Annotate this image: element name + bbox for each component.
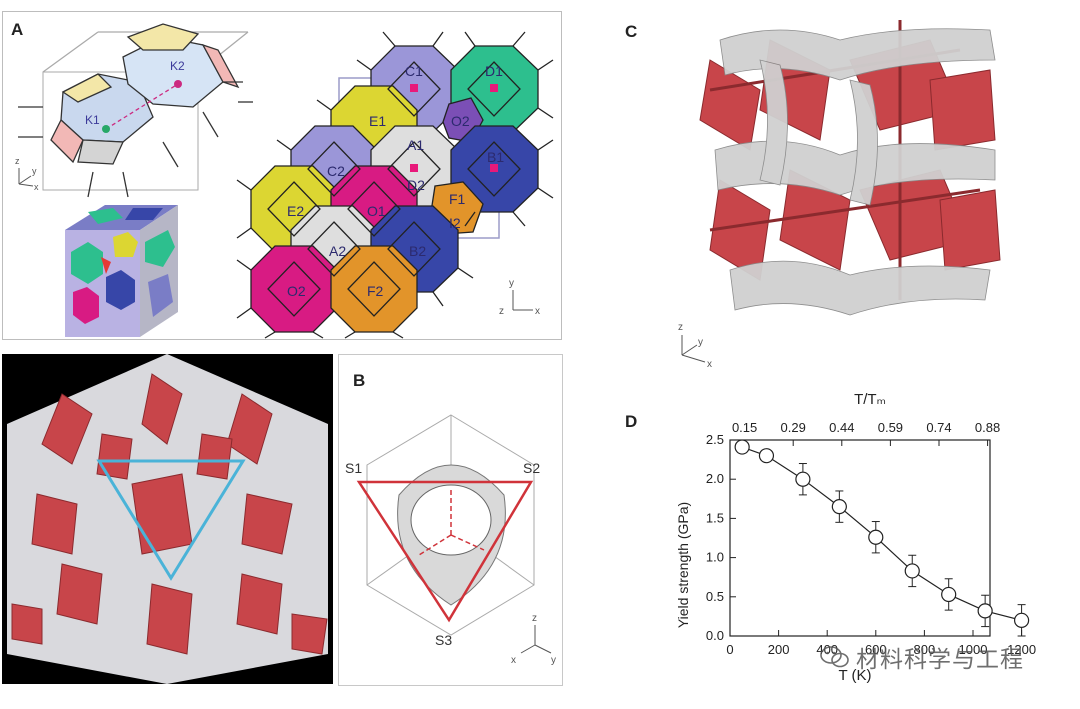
nanolattice-render: z y x (678, 20, 1001, 370)
grain-cube (65, 205, 178, 337)
grain-label: A2 (329, 243, 346, 259)
grain-label: E2 (287, 203, 304, 219)
grain-label: I2 (449, 215, 461, 231)
watermark-text: 材料科学与工程 (856, 647, 1024, 673)
y-tick-label: 2.0 (706, 471, 724, 486)
axis-x-b: x (511, 655, 516, 666)
panel-a: A K2 K1 (2, 11, 562, 340)
data-point (758, 448, 775, 464)
top-tick-label: 0.74 (926, 420, 951, 435)
grain-label: E1 (369, 113, 386, 129)
x-tick-label: 800 (914, 642, 936, 657)
truncated-octahedron-pair (18, 23, 253, 198)
grain-label: O1 (367, 203, 386, 219)
y-tick-label: 1.5 (706, 510, 724, 525)
y-tick-label: 1.0 (706, 550, 724, 565)
panel-d: D T/Tₘ Yield strength (GPa) T (K) 0.0 0.5… (600, 380, 1080, 704)
panel-a-label: A (11, 20, 24, 39)
data-point (868, 529, 884, 545)
axis-z-small: z (15, 156, 20, 166)
vertex-s2: S2 (523, 460, 540, 476)
top-tick-label: 0.59 (878, 420, 903, 435)
plot-frame (729, 439, 991, 637)
red-triangle (356, 480, 534, 623)
data-point (734, 439, 750, 455)
label-k2: K2 (170, 59, 185, 73)
axis-x-large: x (535, 306, 540, 317)
panel-c-label: C (625, 22, 638, 41)
triangle-schematic: S1 S2 S3 z y x (345, 414, 556, 666)
top-tick-label: 0.44 (829, 420, 854, 435)
x-tick-label: 600 (865, 642, 887, 657)
vertex-s3: S3 (435, 632, 452, 648)
axes-triad-small (18, 168, 34, 187)
panel-c: C z y x (600, 0, 1080, 380)
data-point (904, 563, 920, 579)
blue-triangle (96, 459, 246, 581)
data-point (977, 603, 993, 619)
grain-label: O2 (287, 283, 306, 299)
watermark: 材料科学与工程 (820, 640, 1024, 674)
x-tick-label: 200 (768, 642, 790, 657)
wechat-icon (820, 646, 849, 668)
axes-triad-large (512, 290, 533, 311)
grain-label: B2 (409, 243, 426, 259)
label-k1: K1 (85, 113, 100, 127)
x-axis-label: T (K) (838, 667, 871, 684)
grain-label: C2 (327, 163, 345, 179)
top-axis-label: T/Tₘ (854, 391, 886, 408)
data-point (941, 586, 957, 603)
panel-b-label: B (353, 371, 366, 390)
grain-label: F1 (449, 191, 466, 207)
y-tick-label: 0.5 (706, 589, 724, 604)
y-tick-label: 0.0 (706, 628, 724, 643)
axis-z-b: z (532, 613, 537, 624)
grain-label: O2 (451, 113, 470, 129)
grain-label: C1 (405, 63, 423, 79)
x-tick-label: 1200 (1007, 642, 1036, 657)
axis-z-large: z (499, 306, 504, 317)
grain-map (236, 31, 554, 339)
grain-label: D2 (407, 177, 425, 193)
yield-strength-chart: T/Tₘ Yield strength (GPa) T (K) 0.0 0.5 1.… (675, 391, 1036, 684)
axis-y-c: y (698, 337, 703, 348)
grain-label: B1 (487, 149, 504, 165)
vertex-s1: S1 (345, 460, 362, 476)
grain-label: A1 (407, 137, 424, 153)
grain-label: F2 (367, 283, 384, 299)
panel-d-label: D (625, 412, 638, 431)
panel-a-figure: K2 K1 z y x (15, 23, 554, 339)
panel-b-render (2, 354, 333, 684)
axis-x-c: x (707, 359, 712, 370)
top-tick-label: 0.29 (781, 420, 806, 435)
data-point (831, 499, 847, 515)
data-point (795, 471, 811, 487)
y-tick-label: 2.5 (706, 432, 724, 447)
panel-b: B S1 S2 S3 z y x (338, 354, 563, 686)
axis-y-small: y (32, 166, 37, 176)
grain-label: D1 (485, 63, 503, 79)
axis-y-large: y (509, 278, 514, 289)
gyroid-render (2, 354, 333, 684)
data-point (1013, 612, 1030, 628)
top-tick-label: 0.88 (975, 420, 1000, 435)
axis-z-c: z (678, 322, 683, 333)
x-tick-label: 1000 (959, 642, 988, 657)
y-axis-label: Yield strength (GPa) (675, 502, 691, 628)
grain-labels: C1 D1 E1 O2 A1 B1 C2 D2 F1 E2 O1 I2 A2 B… (287, 63, 504, 299)
x-tick-label: 0 (726, 642, 733, 657)
axis-x-small: x (34, 182, 39, 192)
axis-y-b: y (551, 655, 556, 666)
top-tick-label: 0.15 (732, 420, 757, 435)
